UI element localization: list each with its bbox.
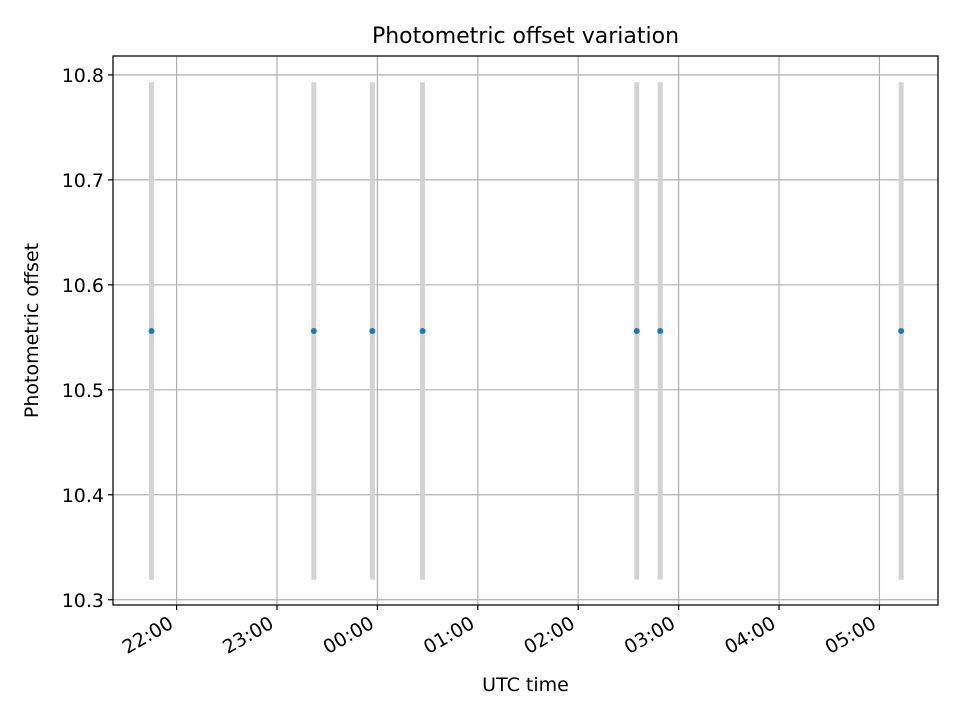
data-point xyxy=(898,328,905,335)
data-point xyxy=(369,328,376,335)
data-point xyxy=(419,328,426,335)
y-tick-label: 10.4 xyxy=(62,485,104,507)
x-axis-title: UTC time xyxy=(482,674,569,696)
data-point xyxy=(633,328,640,335)
y-tick-label: 10.3 xyxy=(62,590,104,612)
plot-area-frame xyxy=(112,55,939,606)
y-tick-label: 10.5 xyxy=(62,380,104,402)
y-tick-label: 10.8 xyxy=(62,65,104,87)
chart-title: Photometric offset variation xyxy=(372,24,679,49)
y-axis-title: Photometric offset xyxy=(21,243,43,418)
grid xyxy=(113,56,938,605)
y-tick-label: 10.7 xyxy=(62,170,104,192)
data-point xyxy=(310,328,317,335)
y-tick-label: 10.6 xyxy=(62,275,104,297)
data-point xyxy=(657,328,664,335)
y-axis-ticks: 10.3 10.4 10.5 10.6 10.7 10.8 xyxy=(62,65,113,612)
data-point xyxy=(148,328,155,335)
data-points xyxy=(148,328,905,335)
